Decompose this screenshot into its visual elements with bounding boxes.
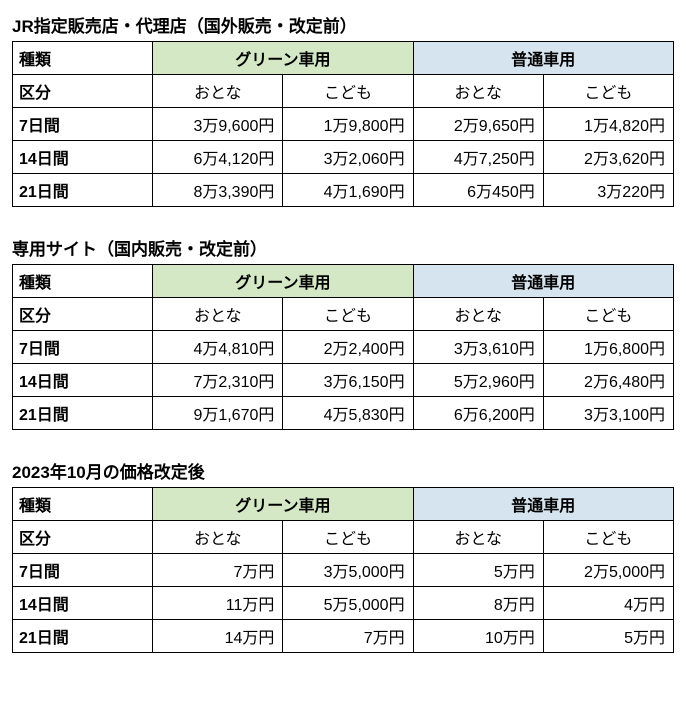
header-green-car: グリーン車用 [153, 488, 413, 521]
period-label: 21日間 [13, 397, 153, 430]
period-label: 14日間 [13, 364, 153, 397]
subheader-child: こども [283, 298, 413, 331]
header-type: 種類 [13, 488, 153, 521]
price-cell: 2万9,650円 [413, 108, 543, 141]
price-table-block-domestic: 専用サイト（国内販売・改定前） 種類 グリーン車用 普通車用 区分 おとな こど… [12, 235, 674, 430]
period-label: 14日間 [13, 141, 153, 174]
price-cell: 2万6,480円 [543, 364, 673, 397]
table-subheader-row: 区分 おとな こども おとな こども [13, 521, 674, 554]
subheader-adult: おとな [153, 521, 283, 554]
header-normal-car: 普通車用 [413, 42, 673, 75]
table-title: 2023年10月の価格改定後 [12, 458, 674, 483]
period-label: 21日間 [13, 620, 153, 653]
period-label: 7日間 [13, 554, 153, 587]
price-cell: 7万円 [153, 554, 283, 587]
price-cell: 1万6,800円 [543, 331, 673, 364]
table-title: 専用サイト（国内販売・改定前） [12, 235, 674, 260]
table-header-row: 種類 グリーン車用 普通車用 [13, 42, 674, 75]
price-cell: 9万1,670円 [153, 397, 283, 430]
header-kubun: 区分 [13, 75, 153, 108]
price-cell: 4万円 [543, 587, 673, 620]
subheader-adult: おとな [413, 298, 543, 331]
price-cell: 8万円 [413, 587, 543, 620]
table-row: 21日間 9万1,670円 4万5,830円 6万6,200円 3万3,100円 [13, 397, 674, 430]
price-cell: 10万円 [413, 620, 543, 653]
price-cell: 3万3,100円 [543, 397, 673, 430]
price-cell: 3万220円 [543, 174, 673, 207]
table-title: JR指定販売店・代理店（国外販売・改定前） [12, 12, 674, 37]
subheader-child: こども [283, 521, 413, 554]
header-type: 種類 [13, 42, 153, 75]
table-row: 7日間 3万9,600円 1万9,800円 2万9,650円 1万4,820円 [13, 108, 674, 141]
price-cell: 3万3,610円 [413, 331, 543, 364]
table-row: 7日間 7万円 3万5,000円 5万円 2万5,000円 [13, 554, 674, 587]
price-cell: 1万9,800円 [283, 108, 413, 141]
table-row: 21日間 14万円 7万円 10万円 5万円 [13, 620, 674, 653]
header-type: 種類 [13, 265, 153, 298]
table-row: 14日間 6万4,120円 3万2,060円 4万7,250円 2万3,620円 [13, 141, 674, 174]
price-cell: 6万4,120円 [153, 141, 283, 174]
price-cell: 5万2,960円 [413, 364, 543, 397]
header-normal-car: 普通車用 [413, 265, 673, 298]
period-label: 14日間 [13, 587, 153, 620]
header-normal-car: 普通車用 [413, 488, 673, 521]
price-cell: 5万円 [413, 554, 543, 587]
price-cell: 3万6,150円 [283, 364, 413, 397]
table-row: 7日間 4万4,810円 2万2,400円 3万3,610円 1万6,800円 [13, 331, 674, 364]
price-cell: 7万円 [283, 620, 413, 653]
price-cell: 2万3,620円 [543, 141, 673, 174]
price-cell: 11万円 [153, 587, 283, 620]
subheader-adult: おとな [153, 298, 283, 331]
table-header-row: 種類 グリーン車用 普通車用 [13, 488, 674, 521]
price-cell: 4万4,810円 [153, 331, 283, 364]
subheader-child: こども [283, 75, 413, 108]
price-table: 種類 グリーン車用 普通車用 区分 おとな こども おとな こども 7日間 4万… [12, 264, 674, 430]
price-cell: 8万3,390円 [153, 174, 283, 207]
price-cell: 1万4,820円 [543, 108, 673, 141]
subheader-adult: おとな [153, 75, 283, 108]
table-subheader-row: 区分 おとな こども おとな こども [13, 298, 674, 331]
price-cell: 7万2,310円 [153, 364, 283, 397]
price-cell: 2万2,400円 [283, 331, 413, 364]
price-cell: 2万5,000円 [543, 554, 673, 587]
header-kubun: 区分 [13, 521, 153, 554]
price-cell: 4万7,250円 [413, 141, 543, 174]
subheader-adult: おとな [413, 75, 543, 108]
header-green-car: グリーン車用 [153, 42, 413, 75]
price-table-block-overseas: JR指定販売店・代理店（国外販売・改定前） 種類 グリーン車用 普通車用 区分 … [12, 12, 674, 207]
subheader-adult: おとな [413, 521, 543, 554]
price-cell: 6万6,200円 [413, 397, 543, 430]
price-cell: 4万1,690円 [283, 174, 413, 207]
header-kubun: 区分 [13, 298, 153, 331]
table-header-row: 種類 グリーン車用 普通車用 [13, 265, 674, 298]
price-cell: 4万5,830円 [283, 397, 413, 430]
price-table: 種類 グリーン車用 普通車用 区分 おとな こども おとな こども 7日間 7万… [12, 487, 674, 653]
subheader-child: こども [543, 75, 673, 108]
table-row: 14日間 7万2,310円 3万6,150円 5万2,960円 2万6,480円 [13, 364, 674, 397]
period-label: 7日間 [13, 331, 153, 364]
price-cell: 6万450円 [413, 174, 543, 207]
period-label: 7日間 [13, 108, 153, 141]
subheader-child: こども [543, 521, 673, 554]
price-cell: 3万2,060円 [283, 141, 413, 174]
price-cell: 5万5,000円 [283, 587, 413, 620]
price-cell: 14万円 [153, 620, 283, 653]
table-subheader-row: 区分 おとな こども おとな こども [13, 75, 674, 108]
period-label: 21日間 [13, 174, 153, 207]
table-row: 14日間 11万円 5万5,000円 8万円 4万円 [13, 587, 674, 620]
price-cell: 3万5,000円 [283, 554, 413, 587]
price-table: 種類 グリーン車用 普通車用 区分 おとな こども おとな こども 7日間 3万… [12, 41, 674, 207]
table-row: 21日間 8万3,390円 4万1,690円 6万450円 3万220円 [13, 174, 674, 207]
subheader-child: こども [543, 298, 673, 331]
price-cell: 3万9,600円 [153, 108, 283, 141]
price-table-block-revised: 2023年10月の価格改定後 種類 グリーン車用 普通車用 区分 おとな こども… [12, 458, 674, 653]
header-green-car: グリーン車用 [153, 265, 413, 298]
price-cell: 5万円 [543, 620, 673, 653]
